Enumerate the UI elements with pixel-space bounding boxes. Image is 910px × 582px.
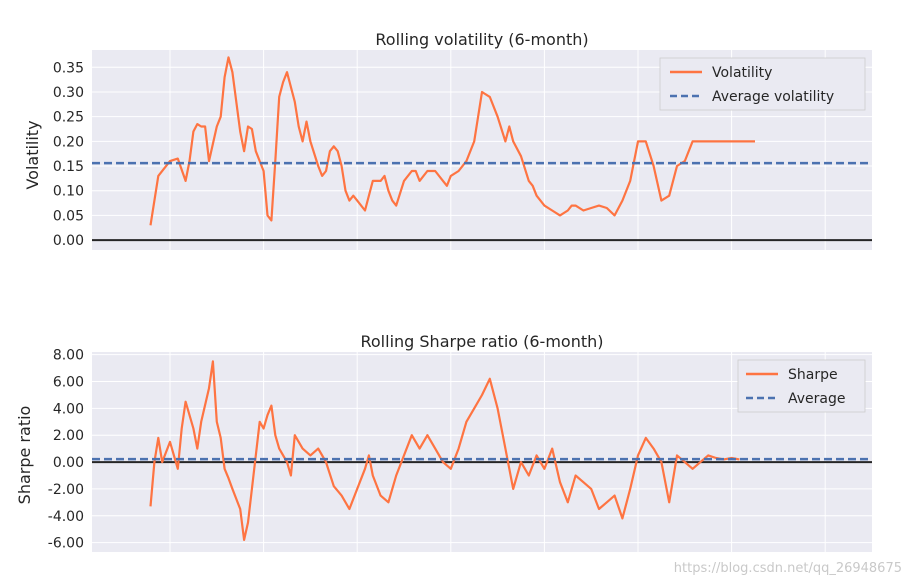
grid-lines — [92, 50, 872, 250]
y-tick-label: 0.30 — [53, 85, 84, 101]
series-line-sharpe — [149, 360, 740, 542]
legend-box — [659, 57, 866, 111]
y-axis-label: Sharpe ratio — [15, 406, 34, 505]
y-tick-label: 0.05 — [53, 208, 84, 224]
y-tick-labels: -6.00 -4.00 -2.00 0.00 2.00 4.00 6.00 8.00 — [48, 348, 84, 552]
sharpe-chart: Rolling Sharpe ratio (6-month) -6.00 -4.0… — [15, 332, 872, 552]
y-tick-label: 4.00 — [53, 401, 84, 417]
series-lines — [92, 360, 872, 542]
chart-title: Rolling Sharpe ratio (6-month) — [360, 332, 603, 351]
y-tick-label: 6.00 — [53, 375, 84, 391]
volatility-chart: Rolling volatility (6-month) 0.00 0.05 0.1… — [23, 30, 872, 250]
legend-label-average: Average — [788, 391, 846, 407]
legend: Sharpe Average — [737, 359, 866, 413]
legend: Volatility Average volatility — [659, 57, 866, 111]
y-tick-label: 0.20 — [53, 134, 84, 150]
series-lines — [92, 56, 872, 226]
legend-label-average-volatility: Average volatility — [712, 89, 834, 105]
series-line-volatility — [149, 56, 755, 226]
y-tick-label: 8.00 — [53, 348, 84, 364]
legend-box — [737, 359, 866, 413]
y-tick-label: 2.00 — [53, 428, 84, 444]
y-tick-label: -2.00 — [48, 482, 84, 498]
y-tick-labels: 0.00 0.05 0.10 0.15 0.20 0.25 0.30 0.35 — [53, 60, 84, 249]
legend-label-volatility: Volatility — [712, 65, 772, 81]
y-tick-label: 0.35 — [53, 60, 84, 76]
legend-label-sharpe: Sharpe — [788, 367, 838, 383]
y-tick-label: -6.00 — [48, 536, 84, 552]
y-tick-label: 0.25 — [53, 110, 84, 126]
y-axis-label: Volatility — [23, 120, 42, 189]
y-tick-label: 0.15 — [53, 159, 84, 175]
chart-title: Rolling volatility (6-month) — [375, 30, 588, 49]
y-tick-label: 0.00 — [53, 455, 84, 471]
y-tick-label: -4.00 — [48, 509, 84, 525]
y-tick-label: 0.00 — [53, 233, 84, 249]
y-tick-label: 0.10 — [53, 184, 84, 200]
watermark: https://blog.csdn.net/qq_26948675 — [673, 561, 902, 576]
